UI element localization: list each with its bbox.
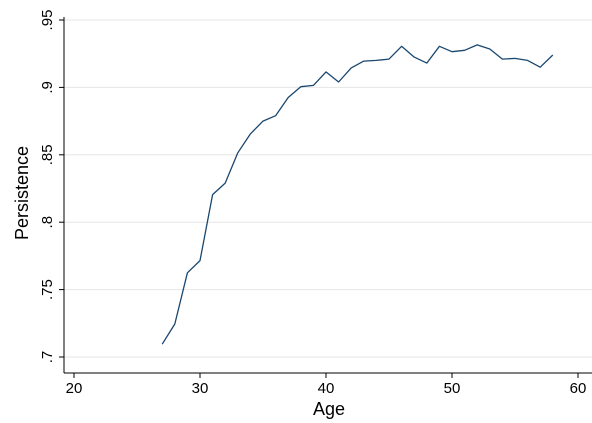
y-tick-label: .7 xyxy=(39,351,56,364)
y-axis-title: Persistence xyxy=(12,146,32,240)
series-group xyxy=(161,44,554,345)
x-axis: 20 30 40 50 60 xyxy=(64,372,592,397)
y-tick-label: .85 xyxy=(39,144,56,165)
y-tick-label: .95 xyxy=(39,10,56,31)
x-tick-label: 40 xyxy=(318,380,335,397)
x-tick-label: 60 xyxy=(570,380,587,397)
x-tick-label: 20 xyxy=(66,380,83,397)
series-line xyxy=(161,44,554,345)
x-axis-title: Age xyxy=(313,399,345,419)
y-axis: .7 .75 .8 .85 .9 .95 xyxy=(39,10,65,373)
gridlines xyxy=(64,19,592,358)
y-tick-label: .75 xyxy=(39,279,56,300)
x-tick-label: 30 xyxy=(192,380,209,397)
y-tick-label: .9 xyxy=(39,81,56,94)
x-tick-label: 50 xyxy=(444,380,461,397)
y-tick-label: .8 xyxy=(39,216,56,229)
